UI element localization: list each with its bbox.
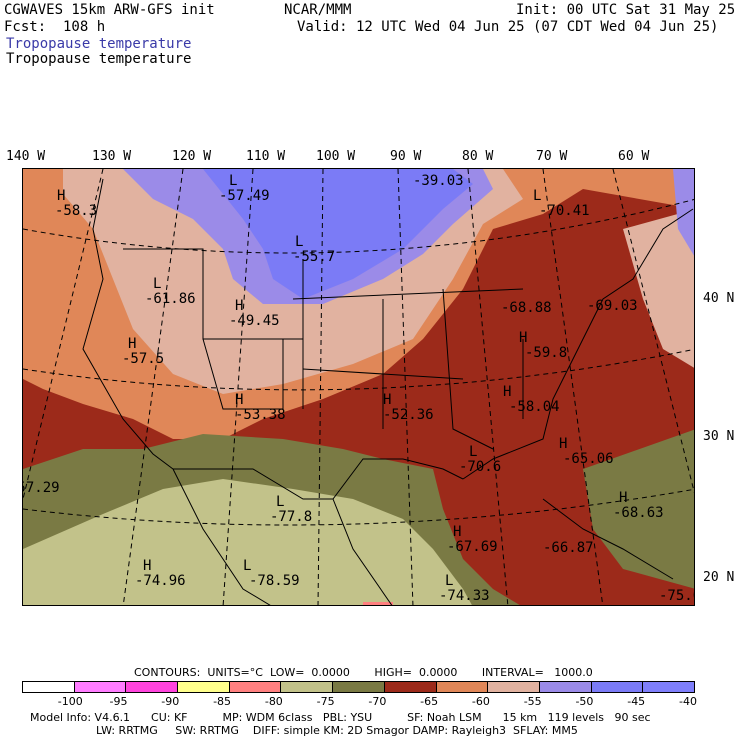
region-olive-east — [583, 429, 694, 589]
colorbar-swatch — [281, 682, 334, 692]
colorbar-swatch — [488, 682, 540, 692]
map-label-17: -57.29 — [23, 480, 60, 496]
colorbar-tick-label: -50 — [575, 695, 594, 708]
map-label-6: L -61.86 — [145, 276, 196, 307]
colorbar-swatch — [539, 682, 592, 692]
map-label-21: -66.87 — [543, 540, 594, 556]
colorbar-tick-label: -85 — [213, 695, 232, 708]
colorbar-tick-label: -65 — [420, 695, 439, 708]
map-label-25: -75.0 — [659, 588, 694, 604]
map-label-23: L -78.59 — [243, 558, 300, 589]
organization: NCAR/MMM — [284, 2, 352, 18]
model-title: CGWAVES 15km ARW-GFS init — [4, 2, 215, 18]
map-label-7: H -49.45 — [229, 298, 280, 329]
colorbar-tick-label: -45 — [627, 695, 646, 708]
valid-time: Valid: 12 UTC Wed 04 Jun 25 (07 CDT Wed … — [297, 19, 719, 35]
map-label-16: L -70.6 — [459, 444, 502, 475]
colorbar — [22, 681, 695, 693]
map-label-9: -69.03 — [587, 298, 638, 314]
lon-label-110w: 110 W — [246, 149, 286, 164]
graticule — [23, 169, 694, 605]
colorbar-swatch — [229, 682, 282, 692]
colorbar-swatch — [178, 682, 230, 692]
map-label-4: L -70.41 — [533, 188, 590, 219]
region-blue — [203, 169, 473, 299]
colorbar-swatch — [436, 682, 489, 692]
lon-label-100w: 100 W — [316, 149, 356, 164]
colorbar-tick-label: -40 — [679, 695, 697, 708]
colorbar-swatch — [333, 682, 385, 692]
map-label-15: H -65.06 — [559, 436, 614, 467]
colorbar-swatch — [23, 682, 75, 692]
lon-label-70w: 70 W — [536, 149, 568, 164]
colorbar-swatch — [126, 682, 179, 692]
field-title: Tropopause temperature — [6, 51, 192, 67]
map-label-13: H -52.36 — [383, 392, 434, 423]
map-label-3: -39.03 — [413, 173, 464, 189]
model-info-line1: Model Info: V4.6.1 CU: KF MP: WDM 6class… — [30, 711, 651, 724]
colorbar-tick-label: -70 — [368, 695, 387, 708]
map-label-5: L -55.7 — [293, 234, 336, 265]
colorbar-tick-label: -90 — [161, 695, 180, 708]
field-title-blue: Tropopause temperature — [6, 36, 192, 52]
map-label-24: L -74.33 — [439, 573, 490, 604]
lat-label-20n: 20 N — [703, 570, 735, 585]
colorbar-tick-label: -100 — [57, 695, 83, 708]
lon-label-140w: 140 W — [6, 149, 46, 164]
region-purple-east — [673, 169, 694, 256]
colorbar-tick-label: -75 — [316, 695, 335, 708]
colorbar-swatch — [384, 682, 437, 692]
map-canvas — [23, 169, 694, 605]
lon-label-130w: 130 W — [92, 149, 132, 164]
region-khaki — [23, 479, 472, 605]
colorbar-tick-label: -95 — [109, 695, 128, 708]
map-label-12: H -53.38 — [235, 392, 286, 423]
boundaries — [82, 178, 694, 605]
map-label-20: H -67.69 — [447, 524, 498, 555]
lat-label-30n: 30 N — [703, 429, 735, 444]
lon-label-60w: 60 W — [618, 149, 650, 164]
map-label-14: H -58.04 — [503, 384, 560, 415]
map-label-18: L -77.8 — [270, 494, 313, 525]
colorbar-tick-label: -60 — [471, 695, 490, 708]
colorbar-swatch — [591, 682, 644, 692]
model-info-line2: LW: RRTMG SW: RRTMG DIFF: simple KM: 2D … — [96, 724, 578, 737]
region-pink-east — [623, 209, 694, 368]
contour-info: CONTOURS: UNITS=°C LOW= 0.0000 HIGH= 0.0… — [134, 666, 593, 679]
map-label-22: H -74.96 — [135, 558, 186, 589]
init-time: Init: 00 UTC Sat 31 May 25 — [516, 2, 736, 18]
lon-label-90w: 90 W — [390, 149, 422, 164]
lon-label-120w: 120 W — [172, 149, 212, 164]
map-label-10: H -57.5 — [122, 336, 165, 367]
colorbar-swatch — [643, 682, 694, 692]
colorbar-tick-label: -80 — [264, 695, 283, 708]
map-label-1: H -58.3 — [55, 188, 98, 219]
map-label-2: L -57.49 — [219, 173, 270, 204]
map-label-11: H -59.8 — [519, 330, 568, 361]
colorbar-tick-label: -55 — [523, 695, 542, 708]
lon-label-80w: 80 W — [462, 149, 494, 164]
colorbar-swatch — [74, 682, 127, 692]
tropopause-temperature-map[interactable]: H -58.3 L -57.49 -39.03 L -70.41 L -55.7 L -6… — [22, 168, 695, 606]
lat-label-40n: 40 N — [703, 291, 735, 306]
forecast-hour: Fcst: 108 h — [4, 19, 106, 35]
region-salmon — [363, 602, 393, 605]
map-label-19: H -68.63 — [613, 490, 664, 521]
map-label-8: -68.88 — [501, 300, 552, 316]
